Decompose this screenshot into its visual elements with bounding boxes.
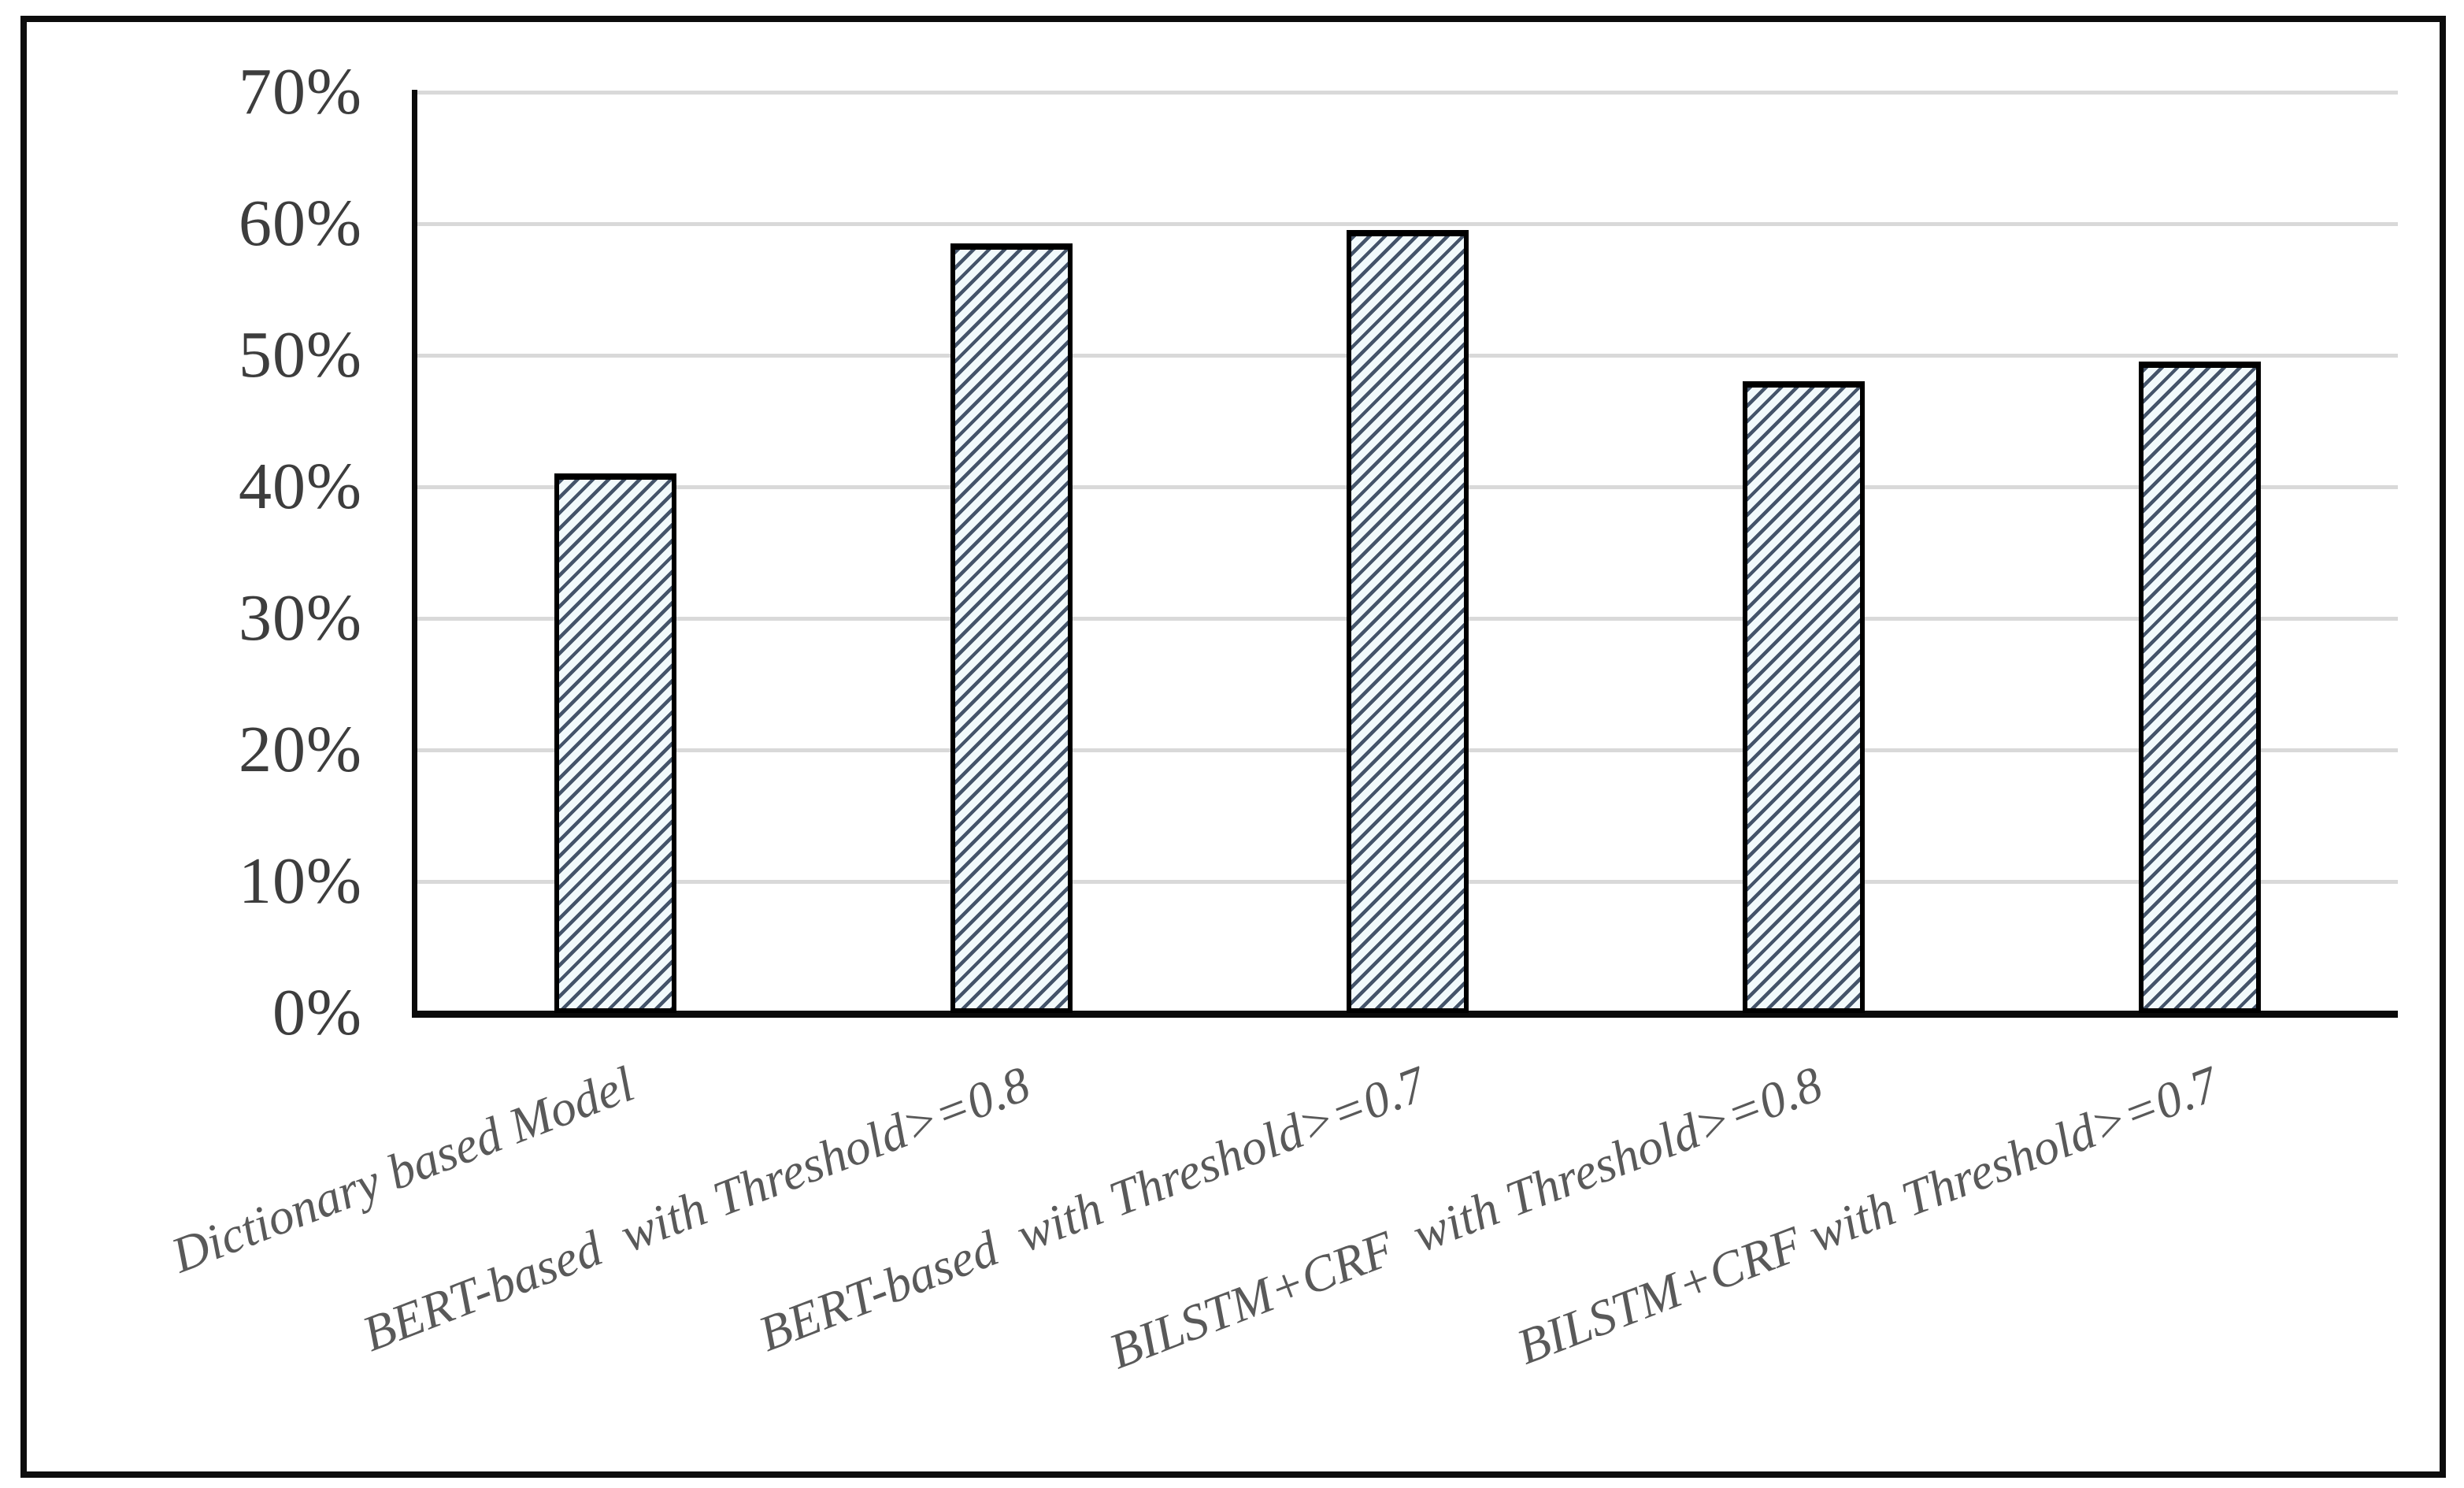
y-axis-line [412, 90, 417, 1018]
y-tick-label: 10% [239, 844, 362, 918]
figure-border [20, 16, 2446, 1478]
y-tick-label: 40% [239, 450, 362, 523]
gridline-70 [417, 91, 2398, 95]
y-tick-label: 0% [272, 976, 362, 1049]
bar-dictionary-based-model [554, 473, 676, 1013]
x-axis-line [412, 1011, 2398, 1018]
x-tick-label-bilstm-crf-threshold-0-7: BILSTM+CRF with Threshold>=0.7 [1510, 1056, 2226, 1375]
bar-bert-threshold-0-7 [1347, 230, 1469, 1013]
bar-bilstm-crf-threshold-0-8 [1743, 381, 1865, 1013]
gridline-60 [417, 222, 2398, 226]
y-tick-label: 70% [239, 55, 362, 128]
bar-bert-threshold-0-8 [950, 243, 1073, 1013]
y-tick-label: 50% [239, 318, 362, 391]
y-tick-label: 60% [239, 187, 362, 260]
y-tick-label: 30% [239, 581, 362, 655]
x-tick-label-bert-threshold-0-7: BERT-based with Threshold>=0.7 [751, 1056, 1434, 1363]
y-tick-label: 20% [239, 713, 362, 786]
bar-bilstm-crf-threshold-0-7 [2139, 362, 2261, 1013]
x-tick-label-bert-threshold-0-8: BERT-based with Threshold>=0.8 [355, 1056, 1038, 1363]
x-tick-label-bilstm-crf-threshold-0-8: BILSTM+CRF with Threshold>=0.8 [1102, 1056, 1830, 1380]
